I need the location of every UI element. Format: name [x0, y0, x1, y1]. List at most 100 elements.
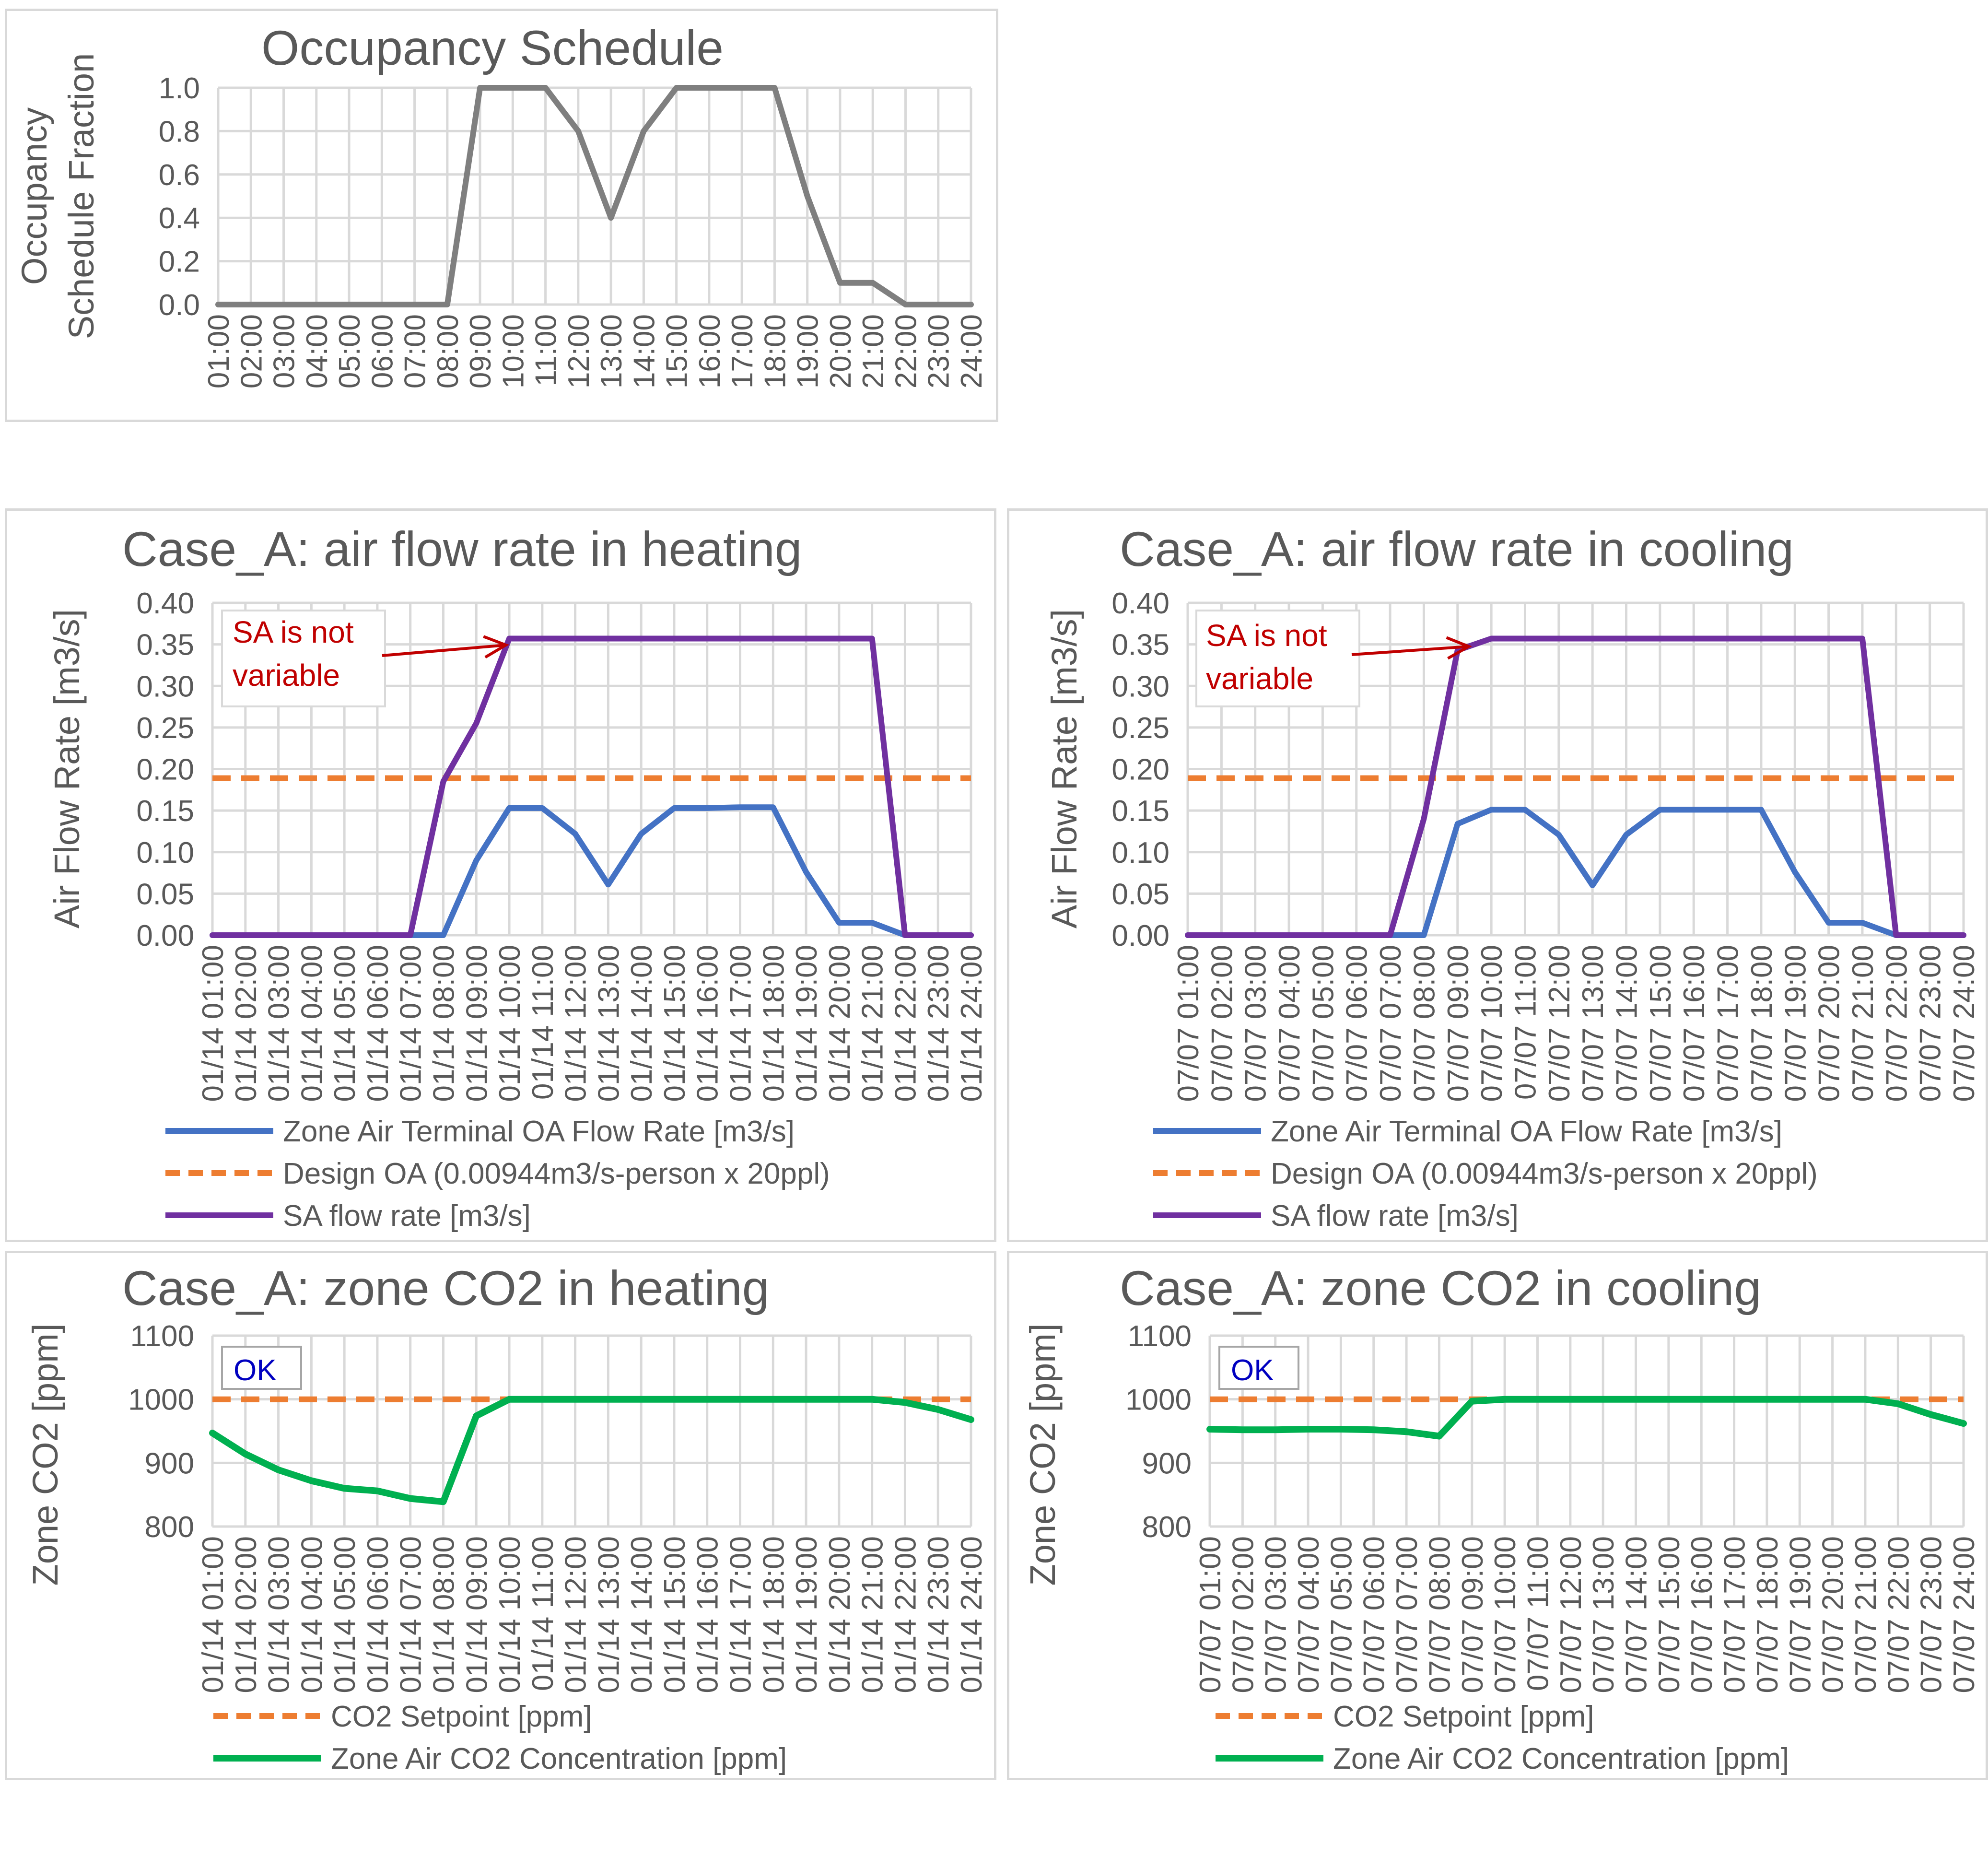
- x-tick-label: 07/07 24:00: [1948, 945, 1981, 1102]
- x-tick-hour: 23:00: [922, 1536, 955, 1610]
- x-tick-date: 01/14: [263, 1019, 296, 1102]
- x-tick-date: 01/14: [922, 1610, 955, 1693]
- x-tick-hour: 15:00: [1653, 1536, 1686, 1610]
- x-tick-date: 07/07: [1653, 1610, 1686, 1693]
- x-tick-hour: 09:00: [464, 314, 497, 388]
- x-tick-hour: 16:00: [1678, 945, 1711, 1019]
- x-tick-label: 01/14 08:00: [427, 945, 460, 1102]
- x-tick-hour: 24:00: [955, 945, 988, 1019]
- annotation-arrow-head: [483, 635, 509, 659]
- x-tick-hour: 10:00: [1475, 945, 1509, 1019]
- legend-label-sa: SA flow rate [m3/s]: [283, 1199, 531, 1233]
- cooling-co2-chart: Case_A: zone CO2 in cooling Zone CO2 [ppm…: [1023, 1261, 1981, 1775]
- x-tick-date: 07/07: [1521, 1609, 1555, 1691]
- x-tick-date: 07/07: [1205, 1019, 1239, 1102]
- x-tick-date: 07/07: [1948, 1610, 1981, 1693]
- x-tick-label: 19:00: [792, 314, 825, 388]
- x-tick-hour: 19:00: [790, 945, 823, 1019]
- x-tick-hour: 15:00: [658, 945, 691, 1019]
- x-tick-date: 01/14: [790, 1019, 823, 1102]
- legend-label-oa: Zone Air Terminal OA Flow Rate [m3/s]: [1271, 1115, 1782, 1148]
- x-tick-label: 21:00: [857, 314, 890, 388]
- x-tick-date: 07/07: [1475, 1019, 1509, 1102]
- x-tick-date: 07/07: [1882, 1610, 1915, 1693]
- x-tick-hour: 12:00: [560, 1536, 593, 1610]
- x-tick-date: 07/07: [1227, 1610, 1260, 1693]
- x-tick-hour: 09:00: [1456, 1536, 1489, 1610]
- cooling-flow-chart: Case_A: air flow rate in cooling Air Flow…: [1044, 522, 1981, 1233]
- x-tick-label: 14:00: [628, 314, 661, 388]
- x-tick-label: 24:00: [955, 314, 988, 388]
- x-tick-hour: 05:00: [333, 314, 366, 388]
- y-tick-label: 0.05: [136, 878, 194, 911]
- annotation-box: [221, 610, 386, 707]
- ok-label: OK: [234, 1354, 277, 1387]
- x-tick-hour: 10:00: [493, 945, 526, 1019]
- legend-label-design: CO2 Setpoint [ppm]: [1333, 1700, 1594, 1733]
- x-tick-date: 01/14: [362, 1019, 395, 1102]
- x-tick-hour: 04:00: [295, 1536, 328, 1610]
- x-tick-hour: 16:00: [693, 314, 726, 388]
- x-tick-label: 01/14 10:00: [493, 945, 526, 1102]
- x-tick-date: 01/14: [328, 1610, 362, 1693]
- series-line-sa: [210, 635, 974, 938]
- legend-label-design: Design OA (0.00944m3/s-person x 20ppl): [283, 1157, 830, 1190]
- x-tick-hour: 01:00: [1194, 1536, 1227, 1610]
- x-tick-date: 01/14: [856, 1610, 889, 1693]
- x-tick-hour: 22:00: [1882, 1536, 1915, 1610]
- x-tick-label: 07/07 21:00: [1849, 1536, 1883, 1693]
- x-tick-date: 01/14: [955, 1610, 988, 1693]
- x-tick-hour: 09:00: [460, 1536, 493, 1610]
- x-tick-date: 07/07: [1240, 1019, 1273, 1102]
- x-tick-hour: 11:00: [526, 1536, 560, 1609]
- x-tick-hour: 19:00: [792, 314, 825, 388]
- x-tick-date: 07/07: [1620, 1610, 1653, 1693]
- x-tick-date: 01/14: [460, 1019, 493, 1102]
- x-tick-date: 07/07: [1509, 1017, 1542, 1100]
- x-tick-label: 07/07 13:00: [1587, 1536, 1620, 1693]
- x-tick-hour: 03:00: [263, 1536, 296, 1610]
- x-tick-label: 01/14 11:00: [526, 1536, 560, 1691]
- chart-title: Occupancy Schedule: [261, 21, 724, 75]
- x-tick-hour: 08:00: [1408, 945, 1441, 1019]
- x-tick-hour: 18:00: [759, 314, 792, 388]
- x-tick-hour: 01:00: [197, 945, 230, 1019]
- x-tick-label: 01/14 03:00: [263, 1536, 296, 1693]
- x-tick-hour: 01:00: [1172, 945, 1205, 1019]
- x-tick-hour: 12:00: [1555, 1536, 1588, 1610]
- x-tick-hour: 04:00: [301, 314, 334, 388]
- x-tick-label: 01/14 19:00: [790, 945, 823, 1102]
- x-tick-label: 07/07 12:00: [1543, 945, 1576, 1102]
- x-tick-label: 16:00: [693, 314, 726, 388]
- y-tick-label: 0.25: [136, 712, 194, 745]
- x-tick-label: 08:00: [432, 314, 465, 388]
- x-tick-label: 07/07 23:00: [1915, 1536, 1948, 1693]
- x-tick-hour: 13:00: [1577, 945, 1610, 1019]
- x-tick-label: 07/07 16:00: [1685, 1536, 1719, 1693]
- y-tick-label: 0.30: [1111, 670, 1169, 703]
- x-tick-label: 07/07 02:00: [1205, 945, 1239, 1102]
- series-line-oa: [1185, 807, 1966, 938]
- x-tick-label: 01/14 21:00: [856, 945, 889, 1102]
- x-tick-label: 01/14 14:00: [625, 1536, 658, 1693]
- y-axis-label: Occupancy: [14, 107, 54, 285]
- x-tick-hour: 07:00: [395, 945, 428, 1019]
- x-tick-date: 07/07: [1685, 1610, 1719, 1693]
- x-tick-label: 07/07 04:00: [1273, 945, 1306, 1102]
- x-tick-date: 01/14: [592, 1019, 625, 1102]
- x-tick-label: 01/14 01:00: [197, 1536, 230, 1693]
- occupancy-chart-panel: Occupancy Schedule Occupancy Schedule Frac…: [5, 9, 998, 422]
- x-tick-label: 01/14 01:00: [197, 945, 230, 1102]
- x-tick-label: 07/07 14:00: [1620, 1536, 1653, 1693]
- y-tick-label: 900: [1142, 1447, 1192, 1480]
- x-tick-hour: 12:00: [560, 945, 593, 1019]
- x-tick-label: 01/14 22:00: [889, 945, 922, 1102]
- x-tick-label: 05:00: [333, 314, 366, 388]
- x-tick-label: 07/07 03:00: [1260, 1536, 1293, 1693]
- x-tick-date: 01/14: [295, 1019, 328, 1102]
- y-tick-label: 0.10: [136, 836, 194, 869]
- x-tick-label: 07/07 12:00: [1555, 1536, 1588, 1693]
- x-tick-label: 07/07 11:00: [1521, 1536, 1555, 1691]
- annotation-box: [1195, 610, 1360, 707]
- x-tick-date: 07/07: [1644, 1019, 1677, 1102]
